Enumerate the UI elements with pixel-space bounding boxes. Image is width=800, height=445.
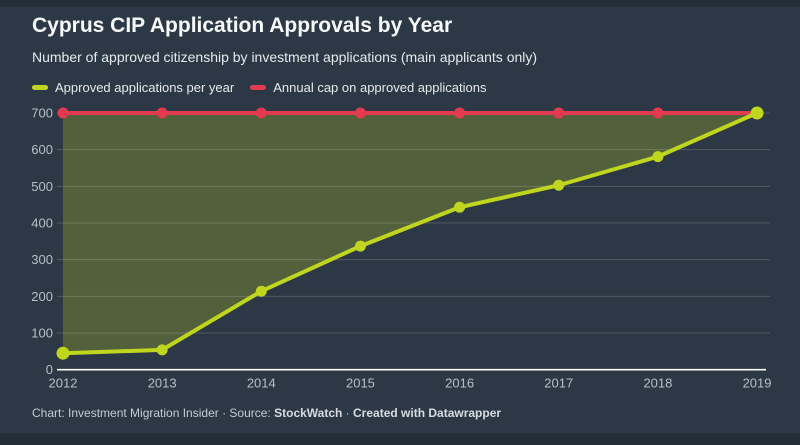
svg-text:2014: 2014 <box>247 376 276 391</box>
chart-attribution: Chart: Investment Migration Insider · So… <box>32 406 501 420</box>
svg-text:2019: 2019 <box>743 376 772 391</box>
svg-text:100: 100 <box>31 326 53 341</box>
cap-series-swatch-icon <box>250 85 267 90</box>
svg-text:2012: 2012 <box>49 376 78 391</box>
svg-text:0: 0 <box>46 362 53 377</box>
page-edge-top <box>0 0 800 7</box>
line-chart-svg: 0 100 200 300 400 500 600 700 2012 2013 2014 2015 20… <box>31 106 772 391</box>
svg-text:600: 600 <box>31 142 53 157</box>
approved-series-swatch-icon <box>32 85 48 90</box>
attribution-prefix: Chart: Investment Migration Insider · So… <box>32 406 275 420</box>
page-title: Cyprus CIP Application Approvals by Year <box>32 14 453 37</box>
legend-item-cap: Annual cap on approved applications <box>250 80 486 95</box>
svg-text:2013: 2013 <box>148 376 177 391</box>
legend-item-approved: Approved applications per year <box>32 80 234 95</box>
svg-text:2016: 2016 <box>445 376 474 391</box>
chart-card: Cyprus CIP Application Approvals by Year… <box>0 7 800 433</box>
attribution-separator: · <box>342 406 354 420</box>
chart-subtitle: Number of approved citizenship by invest… <box>32 49 538 65</box>
svg-text:2015: 2015 <box>346 376 375 391</box>
chart-legend: Approved applications per year Annual ca… <box>32 80 486 95</box>
page-edge-bottom <box>0 433 800 445</box>
attribution-source: StockWatch <box>274 406 343 420</box>
line-chart: 0 100 200 300 400 500 600 700 2012 2013 2014 2015 20… <box>0 95 800 405</box>
legend-label-approved: Approved applications per year <box>55 80 235 95</box>
svg-text:400: 400 <box>31 216 53 231</box>
svg-text:200: 200 <box>31 289 53 304</box>
svg-text:2017: 2017 <box>544 376 573 391</box>
svg-text:500: 500 <box>31 179 53 194</box>
attribution-created-with: Created with Datawrapper <box>353 406 502 420</box>
svg-text:300: 300 <box>31 252 53 267</box>
svg-text:700: 700 <box>31 106 53 121</box>
legend-label-cap: Annual cap on approved applications <box>273 80 487 95</box>
svg-text:2018: 2018 <box>643 376 672 391</box>
